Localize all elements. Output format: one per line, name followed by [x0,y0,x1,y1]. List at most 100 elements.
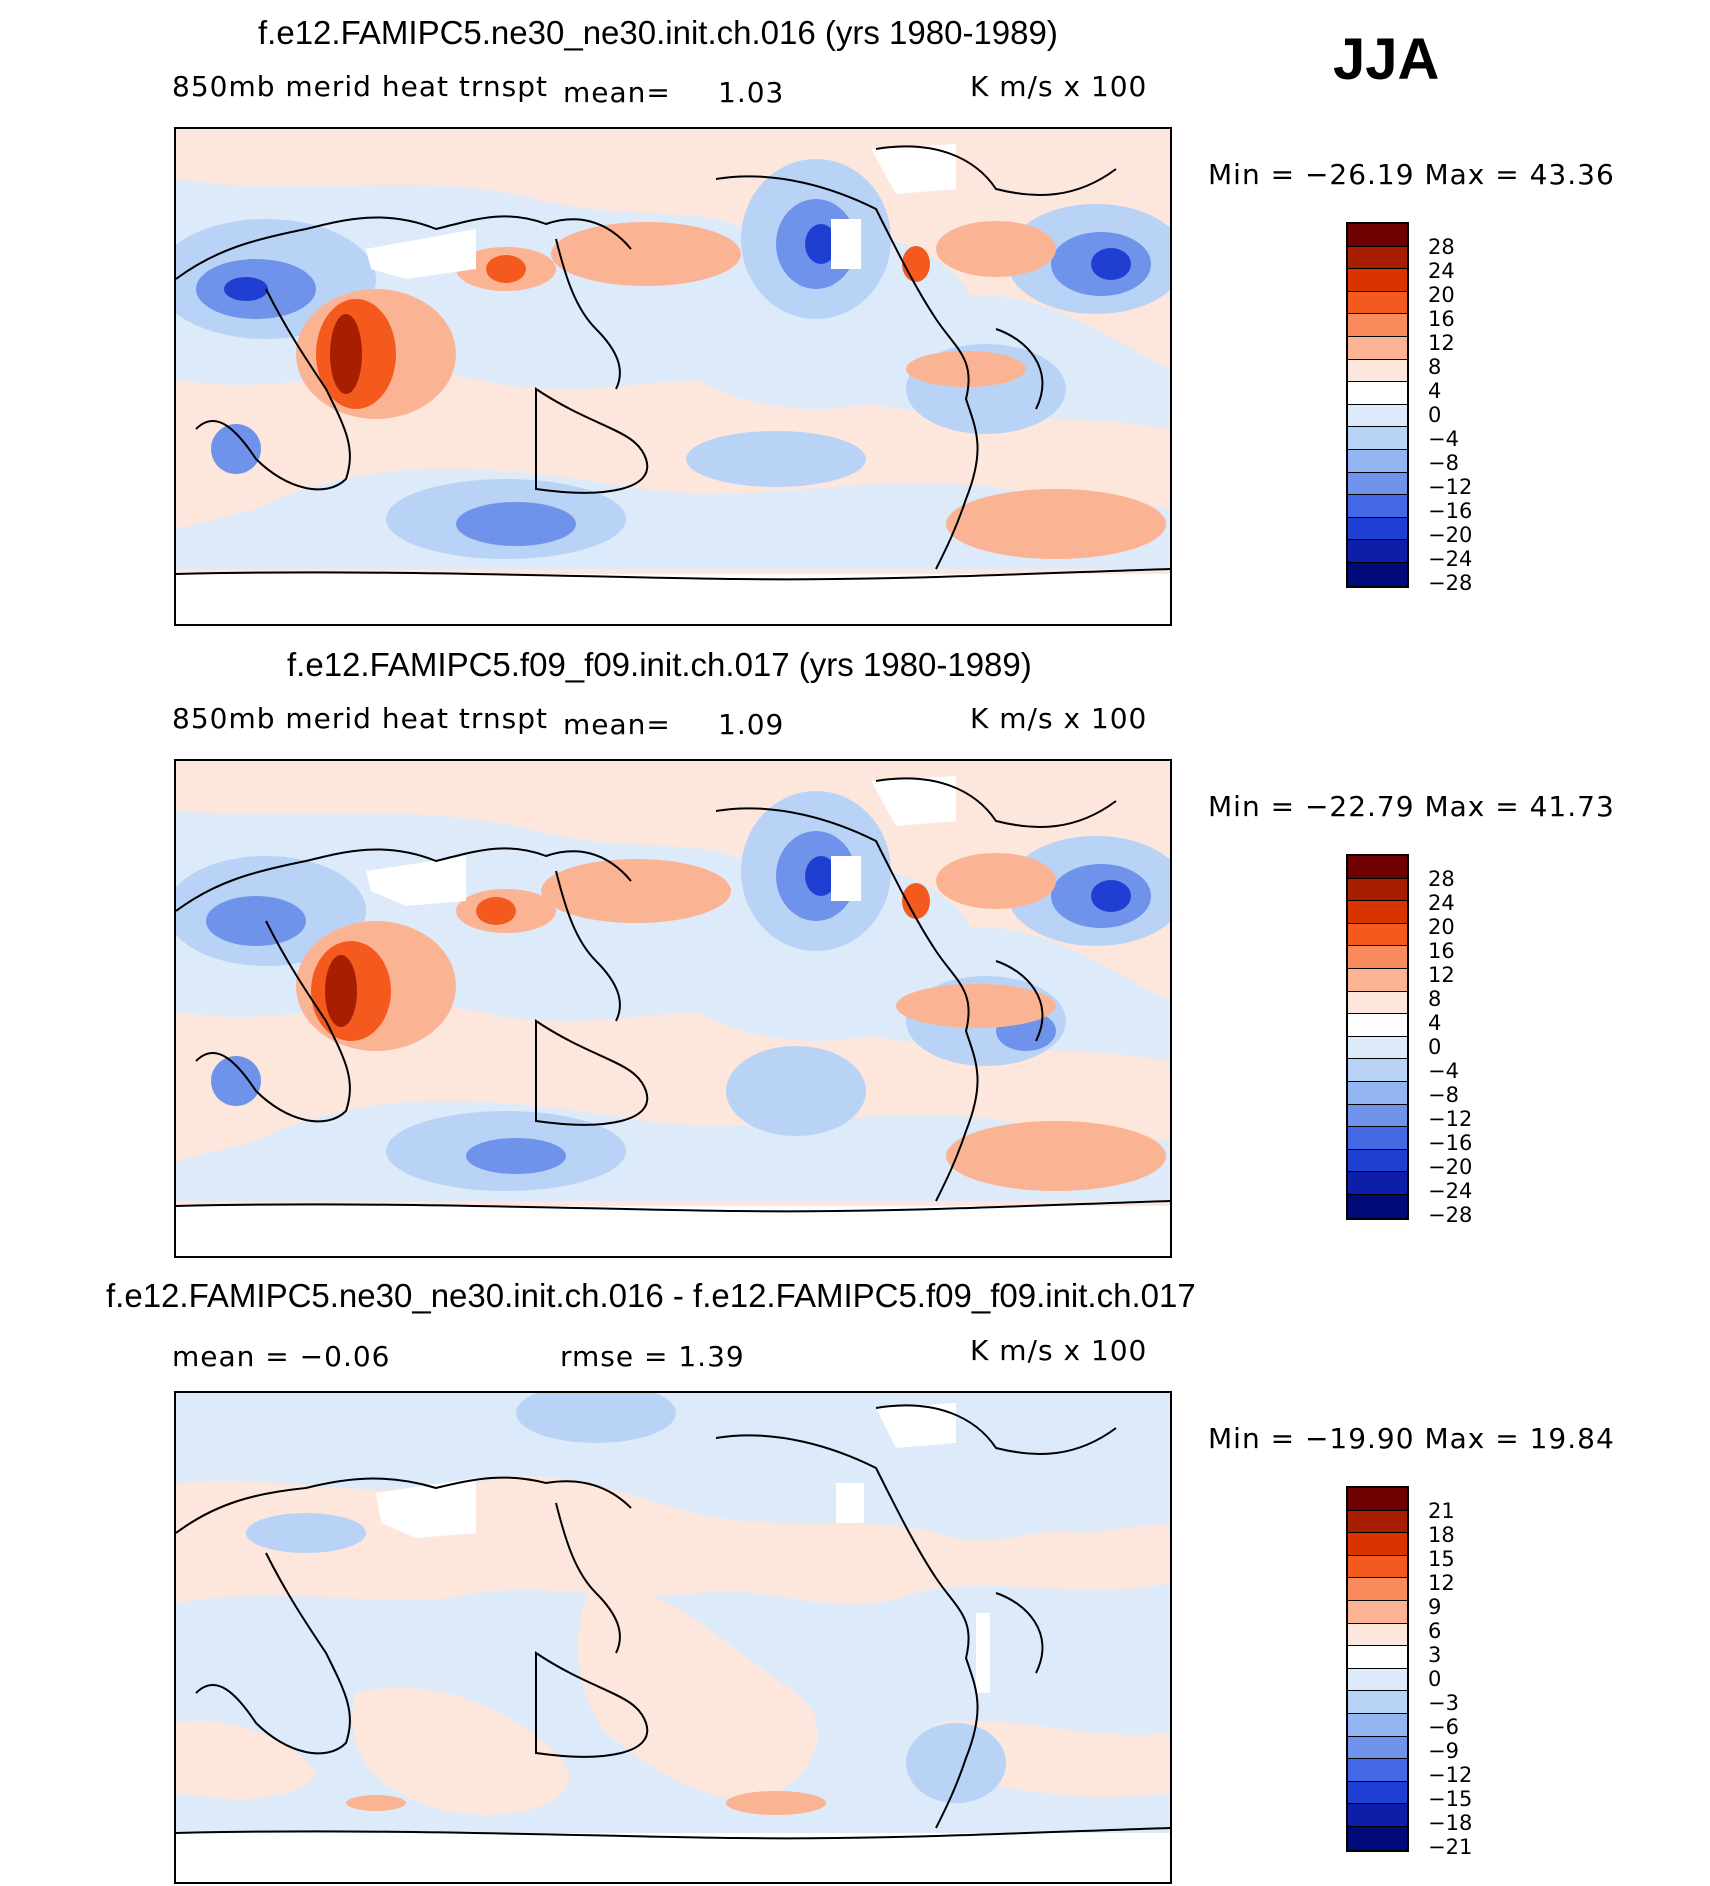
panel-1-colorbar-swatch [1348,336,1407,360]
colorbar-label: 20 [1428,283,1455,307]
panel-1-units: K m/s x 100 [970,70,1148,103]
panel-3-colorbar-swatch [1348,1533,1407,1556]
panel-2-colorbar-swatch [1348,946,1407,969]
colorbar-label: 0 [1428,403,1442,427]
panel-3-colorbar-swatch [1348,1555,1407,1579]
colorbar-label: 24 [1428,891,1455,915]
panel-3-coastlines [176,1404,1170,1840]
colorbar-label: 6 [1428,1619,1442,1643]
panel-3-colorbar-swatch [1348,1578,1407,1601]
colorbar-label: −21 [1428,1835,1473,1859]
colorbar-label: 20 [1428,915,1455,939]
panel-2-colorbar-swatch [1348,856,1407,879]
colorbar-label: −28 [1428,1203,1473,1227]
panel-1-colorbar-swatch [1348,246,1407,270]
panel-1-colorbar-swatch [1348,314,1407,337]
panel-1-coastlines [176,145,1170,581]
panel-2-colorbar [1346,854,1409,1220]
panel-2-colorbar-swatch [1348,878,1407,902]
panel-2-colorbar-swatch [1348,1127,1407,1150]
colorbar-label: −18 [1428,1811,1473,1835]
panel-1-variable: 850mb merid heat trnspt [172,70,548,103]
panel-3-colorbar [1346,1486,1409,1852]
panel-3-colorbar-swatch [1348,1804,1407,1827]
panel-2-colorbar-swatch [1348,901,1407,924]
colorbar-label: 16 [1428,939,1455,963]
colorbar-label: −20 [1428,523,1473,547]
colorbar-label: −8 [1428,1083,1459,1107]
colorbar-label: −12 [1428,1763,1473,1787]
colorbar-label: 12 [1428,331,1455,355]
panel-3-colorbar-swatch [1348,1759,1407,1782]
panel-3-rmse: rmse = 1.39 [560,1340,745,1373]
panel-3-colorbar-swatch [1348,1646,1407,1669]
panel-2-map-field [176,761,1170,1256]
colorbar-label: −9 [1428,1739,1459,1763]
panel-3-colorbar-swatch [1348,1713,1407,1737]
panel-1-colorbar-labels: 28 24 20 16 12 8 4 0 −4 −8 −12 −16 −20 −… [1428,235,1472,595]
panel-2-colorbar-swatch [1348,923,1407,947]
panel-1-colorbar-swatch [1348,562,1407,586]
panel-3-units: K m/s x 100 [970,1334,1148,1367]
panel-3-mean: mean = −0.06 [172,1340,391,1373]
colorbar-label: −24 [1428,1179,1473,1203]
panel-2-units: K m/s x 100 [970,702,1148,735]
colorbar-label: 28 [1428,235,1455,259]
panel-1-colorbar-swatch [1348,224,1407,247]
colorbar-label: 18 [1428,1523,1455,1547]
panel-2-title: f.e12.FAMIPC5.f09_f09.init.ch.017 (yrs 1… [287,646,1032,683]
panel-1-colorbar-swatch [1348,540,1407,563]
panel-1-colorbar-swatch [1348,291,1407,315]
colorbar-label: −12 [1428,1107,1473,1131]
colorbar-label: −3 [1428,1691,1459,1715]
colorbar-label: −16 [1428,1131,1473,1155]
panel-1-colorbar [1346,222,1409,588]
panel-1-colorbar-swatch [1348,359,1407,383]
panel-2-colorbar-labels: 28 24 20 16 12 8 4 0 −4 −8 −12 −16 −20 −… [1428,867,1472,1227]
colorbar-label: −28 [1428,571,1473,595]
panel-2-variable: 850mb merid heat trnspt [172,702,548,735]
panel-2-colorbar-swatch [1348,1149,1407,1173]
panel-3-colorbar-swatch [1348,1600,1407,1624]
season-label: JJA [1333,27,1440,92]
panel-1-mean-value: 1.03 [718,76,785,109]
colorbar-label: 4 [1428,379,1442,403]
panel-3-colorbar-swatch [1348,1736,1407,1760]
colorbar-label: −8 [1428,451,1459,475]
panel-2-colorbar-swatch [1348,1194,1407,1218]
panel-2-colorbar-swatch [1348,1059,1407,1082]
colorbar-label: 8 [1428,987,1442,1011]
panel-1-map-field [176,129,1170,624]
panel-2-mean-value: 1.09 [718,708,785,741]
panel-1-colorbar-swatch [1348,495,1407,518]
panel-2-colorbar-swatch [1348,1014,1407,1037]
panel-3-colorbar-swatch [1348,1668,1407,1692]
panel-3-colorbar-swatch [1348,1781,1407,1805]
colorbar-label: 3 [1428,1643,1442,1667]
panel-1-colorbar-swatch [1348,472,1407,496]
panel-1-colorbar-swatch [1348,382,1407,405]
colorbar-label: 0 [1428,1035,1442,1059]
panel-1-colorbar-swatch [1348,269,1407,292]
panel-2-colorbar-swatch [1348,1081,1407,1105]
colorbar-label: −15 [1428,1787,1473,1811]
colorbar-label: −16 [1428,499,1473,523]
panel-1-mean-label: mean= [563,76,671,109]
colorbar-label: 9 [1428,1595,1442,1619]
colorbar-label: 8 [1428,355,1442,379]
colorbar-label: 4 [1428,1011,1442,1035]
panel-1-minmax: Min = −26.19 Max = 43.36 [1208,158,1615,191]
panel-3-colorbar-swatch [1348,1691,1407,1714]
panel-3-map [174,1391,1172,1884]
panel-1-colorbar-swatch [1348,517,1407,541]
colorbar-label: 24 [1428,259,1455,283]
panel-3-map-field [176,1393,1170,1882]
colorbar-label: −6 [1428,1715,1459,1739]
panel-2-colorbar-swatch [1348,1036,1407,1060]
panel-3-title: f.e12.FAMIPC5.ne30_ne30.init.ch.016 - f.… [106,1277,1196,1314]
panel-2-coastlines [176,777,1170,1213]
colorbar-label: 16 [1428,307,1455,331]
panel-2-minmax: Min = −22.79 Max = 41.73 [1208,790,1615,823]
panel-3-colorbar-swatch [1348,1510,1407,1534]
panel-3-minmax: Min = −19.90 Max = 19.84 [1208,1422,1615,1455]
